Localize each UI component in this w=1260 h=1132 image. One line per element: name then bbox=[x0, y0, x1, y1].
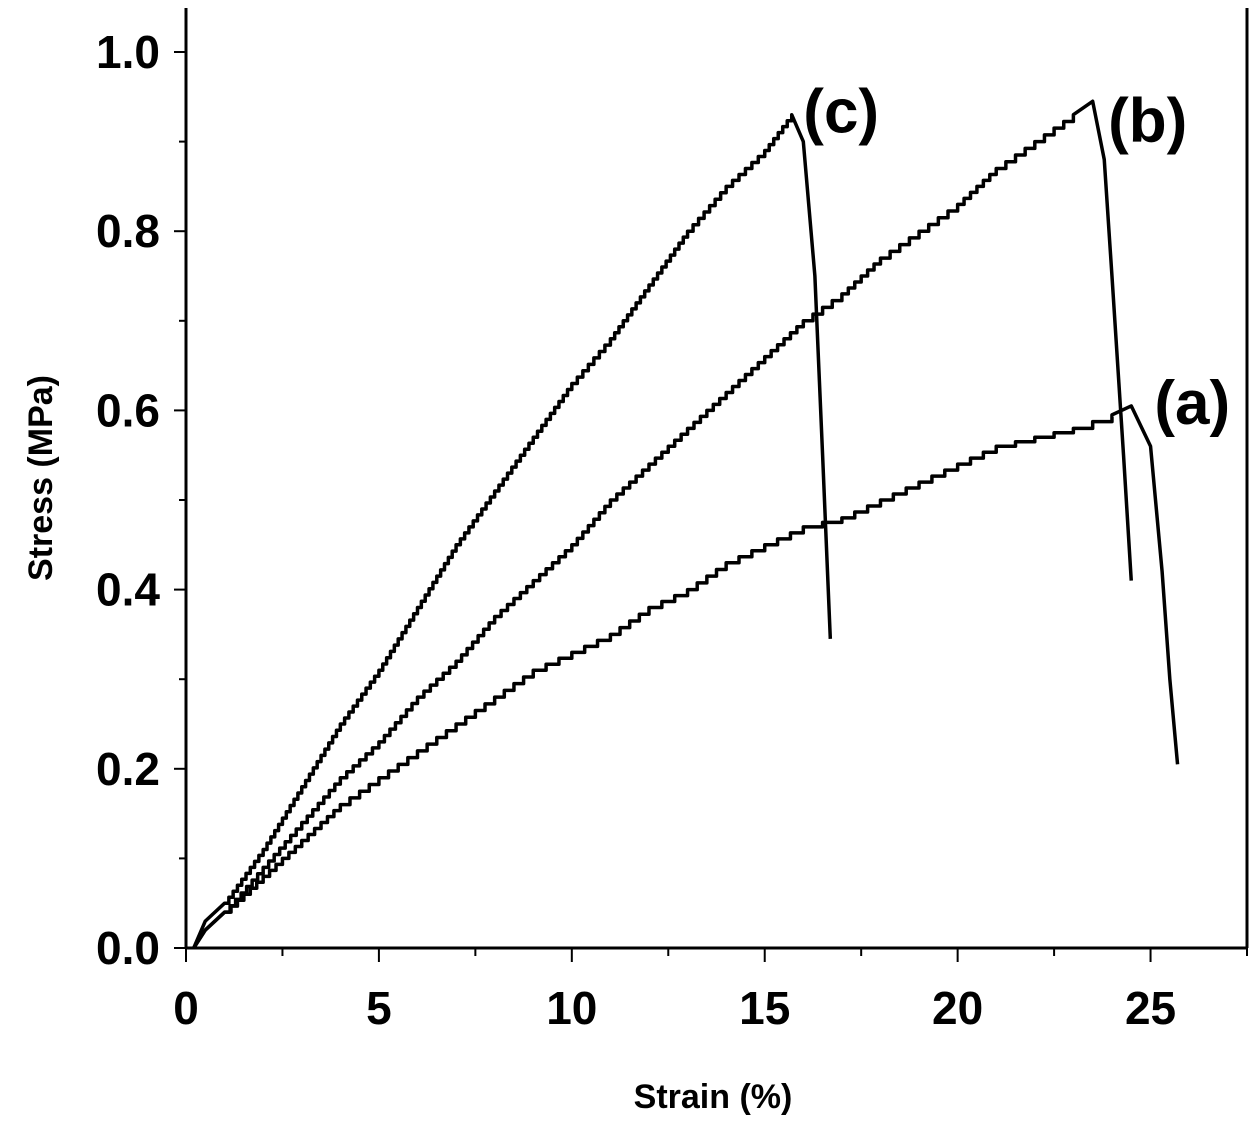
y-tick-label: 0.6 bbox=[96, 384, 160, 436]
series-label: (a) bbox=[1154, 369, 1230, 438]
x-tick-label: 25 bbox=[1125, 982, 1176, 1034]
x-tick-label: 5 bbox=[366, 982, 392, 1034]
series-group bbox=[192, 99, 1180, 949]
x-tick-label: 20 bbox=[932, 982, 983, 1034]
y-tick-label: 0.2 bbox=[96, 743, 160, 795]
x-tick-label: 0 bbox=[173, 982, 199, 1034]
y-tick-label: 0.8 bbox=[96, 205, 160, 257]
x-tick-label: 15 bbox=[739, 982, 790, 1034]
y-tick-label: 0.0 bbox=[96, 922, 160, 974]
x-axis-title: Strain (%) bbox=[634, 1078, 793, 1116]
y-axis-ticks: 0.0 0.2 0.4 0.6 0.8 1.0 bbox=[96, 26, 186, 974]
series-line-1 bbox=[192, 404, 1180, 949]
y-tick-label: 0.4 bbox=[96, 564, 160, 616]
y-tick-label: 1.0 bbox=[96, 26, 160, 78]
series-labels: (a) (b) (c) bbox=[803, 78, 1230, 438]
x-axis-ticks: 0 5 10 15 20 25 bbox=[173, 948, 1248, 1034]
x-tick-label: 10 bbox=[546, 982, 597, 1034]
series-label: (b) bbox=[1108, 87, 1187, 156]
plot-frame bbox=[184, 8, 1249, 950]
y-axis-title: Stress (MPa) bbox=[22, 375, 60, 581]
series-line-2 bbox=[192, 99, 1133, 949]
series-label: (c) bbox=[803, 78, 879, 147]
series-line-3 bbox=[192, 112, 833, 949]
